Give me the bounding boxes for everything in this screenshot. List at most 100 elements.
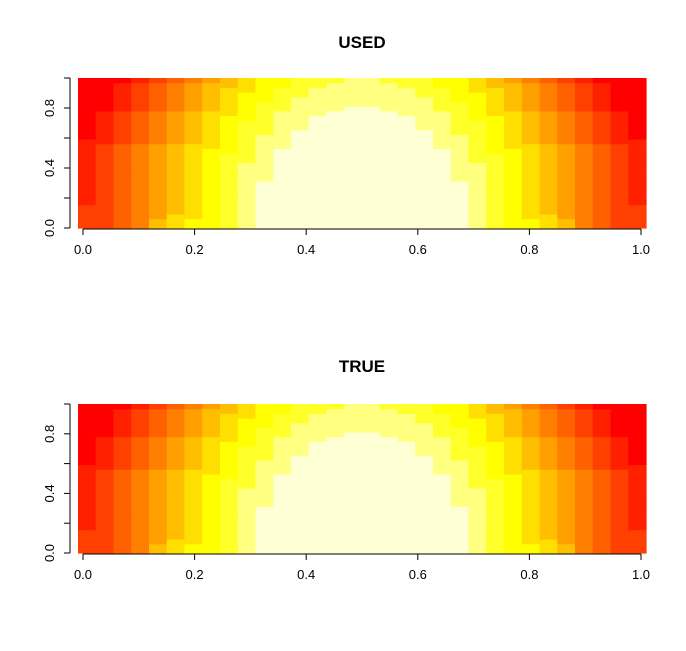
heatmap-cell: [468, 404, 487, 410]
heatmap-cell: [468, 92, 487, 98]
heatmap-cell: [575, 134, 594, 140]
heatmap-cell: [450, 506, 470, 512]
heatmap-cell: [184, 157, 203, 163]
heatmap-cell: [95, 82, 115, 88]
heatmap-cell: [131, 115, 150, 121]
heatmap-cell: [202, 445, 221, 452]
heatmap-cell: [557, 464, 576, 470]
heatmap-cell: [95, 404, 115, 410]
heatmap-cell: [433, 413, 452, 419]
heatmap-cell: [539, 176, 558, 182]
heatmap-cell: [433, 115, 452, 121]
heatmap-cell: [433, 120, 452, 126]
heatmap-cell: [166, 204, 186, 210]
heatmap-cell: [184, 529, 203, 535]
heatmap-cell: [433, 110, 452, 117]
heatmap-cell: [575, 436, 594, 442]
heatmap-cell: [255, 417, 274, 424]
heatmap-cell: [450, 483, 470, 489]
heatmap-cell: [95, 543, 115, 549]
heatmap-cell: [539, 539, 558, 545]
heatmap-cell: [397, 162, 416, 168]
heatmap-cell: [131, 436, 150, 442]
heatmap-cell: [521, 543, 541, 549]
heatmap-cell: [575, 459, 594, 466]
heatmap-cell: [273, 441, 292, 447]
heatmap-cell: [202, 171, 221, 178]
heatmap-cell: [539, 441, 558, 447]
heatmap-cell: [379, 441, 399, 447]
heatmap-cell: [166, 539, 186, 545]
heatmap-cell: [557, 548, 576, 554]
heatmap-cell: [149, 441, 168, 447]
heatmap-cell: [575, 413, 594, 419]
heatmap-cell: [344, 422, 363, 428]
heatmap-cell: [166, 167, 186, 173]
heatmap-cell: [362, 199, 381, 206]
heatmap-cell: [379, 171, 399, 178]
heatmap-cell: [78, 106, 97, 112]
heatmap-cell: [486, 417, 505, 424]
heatmap-cell: [255, 404, 274, 410]
heatmap-cell: [273, 181, 292, 187]
heatmap-cell: [433, 167, 452, 173]
heatmap-cell: [78, 427, 97, 433]
heatmap-cells: [78, 404, 647, 554]
heatmap-cell: [255, 520, 274, 526]
heatmap-cell: [610, 82, 629, 88]
heatmap-cell: [166, 483, 186, 489]
heatmap-cell: [575, 441, 594, 447]
heatmap-cell: [255, 209, 274, 215]
heatmap-cell: [415, 548, 434, 554]
heatmap-cell: [344, 511, 363, 517]
heatmap-cell: [149, 404, 168, 410]
heatmap-cell: [273, 543, 292, 549]
heatmap-cell: [379, 96, 399, 103]
heatmap-cell: [308, 543, 328, 549]
heatmap-cell: [539, 78, 558, 84]
heatmap-cell: [344, 417, 363, 424]
heatmap-cell: [184, 167, 203, 173]
heatmap-cell: [610, 436, 629, 442]
heatmap-cell: [450, 492, 470, 498]
heatmap-cell: [113, 436, 132, 442]
heatmap-cell: [504, 171, 523, 178]
heatmap-cell: [78, 120, 97, 126]
heatmap-cell: [610, 223, 629, 229]
heatmap-cell: [149, 87, 168, 93]
heatmap-cell: [450, 431, 470, 438]
heatmap-cell: [255, 213, 274, 220]
heatmap-cell: [486, 209, 505, 215]
heatmap-cell: [344, 106, 363, 112]
heatmap-cell: [539, 501, 558, 508]
heatmap-cell: [113, 469, 132, 475]
heatmap-cell: [237, 436, 257, 442]
heatmap-cell: [397, 134, 416, 140]
heatmap-cell: [610, 459, 629, 466]
heatmap-cell: [237, 157, 257, 163]
heatmap-cell: [362, 92, 381, 98]
heatmap-cell: [557, 115, 576, 121]
heatmap-cell: [539, 209, 558, 215]
heatmap-cell: [468, 96, 487, 103]
heatmap-cell: [362, 167, 381, 173]
heatmap-cell: [131, 441, 150, 447]
heatmap-cell: [468, 492, 487, 498]
heatmap-cell: [95, 167, 115, 173]
heatmap-cell: [255, 148, 274, 154]
heatmap-cell: [504, 473, 523, 480]
heatmap-cell: [184, 82, 203, 88]
heatmap-cell: [486, 78, 505, 84]
heatmap-cell: [610, 473, 629, 480]
heatmap-cell: [255, 427, 274, 433]
heatmap-cell: [273, 436, 292, 442]
heatmap-cell: [539, 515, 558, 522]
heatmap-cell: [255, 181, 274, 187]
heatmap-cell: [237, 167, 257, 173]
x-axis: 0.0 0.2 0.4 0.6 0.8 1.0: [74, 553, 650, 582]
heatmap-cell: [450, 464, 470, 470]
heatmap-cell: [255, 525, 274, 531]
heatmap-cell: [415, 473, 434, 480]
heatmap-cell: [628, 548, 647, 554]
heatmap-cell: [592, 199, 612, 206]
